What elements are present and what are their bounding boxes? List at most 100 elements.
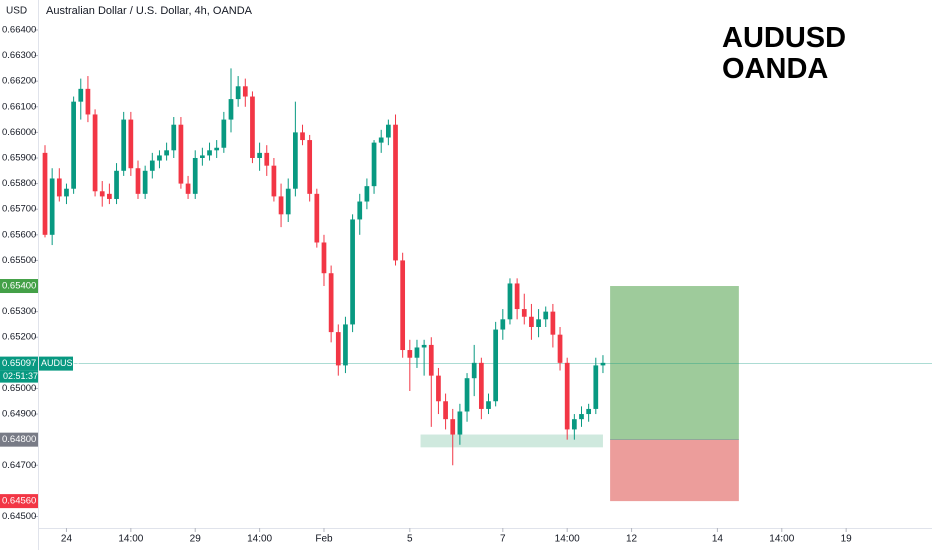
candle-body: [185, 183, 191, 194]
countdown: 02:51:37: [3, 371, 38, 381]
candle-body: [271, 165, 277, 197]
x-tick-label: 7: [500, 534, 506, 545]
candle-body: [149, 160, 155, 171]
candle-body: [457, 411, 463, 435]
candle-body: [121, 119, 127, 171]
candle-body: [235, 86, 241, 100]
candle-body: [378, 137, 384, 143]
x-tick-label: 24: [61, 534, 73, 545]
candle-body: [600, 362, 606, 366]
candle-body: [128, 119, 134, 169]
y-tick-label: 0.66200: [2, 76, 36, 87]
support-zone: [420, 434, 603, 448]
candle-body: [49, 178, 55, 235]
candle-body: [78, 88, 84, 102]
candle-body: [214, 147, 220, 151]
x-tick-label: 14:00: [247, 534, 272, 545]
candle-body: [328, 273, 334, 333]
candle-body: [192, 157, 198, 194]
profit-box: [610, 286, 739, 440]
candle-body: [493, 329, 499, 402]
y-tick-label: 0.65300: [2, 306, 36, 317]
watermark: AUDUSD: [722, 22, 846, 54]
candle-body: [107, 193, 112, 199]
candle-body: [64, 188, 69, 197]
candle-body: [314, 193, 320, 243]
candle-body: [221, 119, 227, 148]
price-tag-label: 0.65400: [2, 281, 36, 292]
y-tick-label: 0.64700: [2, 460, 36, 471]
candle-body: [285, 188, 291, 215]
x-tick-label: 29: [190, 534, 202, 545]
price-tag: [0, 432, 38, 447]
candle-body: [393, 124, 398, 261]
price-tag: [0, 356, 38, 371]
candle-body: [521, 309, 527, 317]
candle-body: [400, 260, 406, 351]
candle-body: [428, 344, 434, 376]
candle-body: [56, 178, 62, 197]
symbol-label: AUDUSD: [41, 358, 80, 368]
x-tick-label: Feb: [315, 534, 333, 545]
x-tick-label: 12: [626, 534, 638, 545]
candle-body: [364, 186, 370, 202]
candle-body: [500, 319, 506, 330]
candle-body: [464, 378, 470, 412]
candle-body: [593, 365, 599, 409]
candle-body: [142, 170, 148, 194]
y-tick-label: 0.65600: [2, 229, 36, 240]
candle-body: [257, 152, 262, 158]
candle-body: [436, 375, 441, 402]
candle-body: [371, 142, 377, 187]
candle-body: [514, 283, 520, 310]
candle-body: [99, 191, 105, 197]
x-tick-label: 5: [407, 534, 413, 545]
price-tag-label: 0.64560: [2, 496, 36, 507]
x-tick-label: 14:00: [118, 534, 143, 545]
candle-body: [586, 408, 592, 415]
y-tick-label: 0.66400: [2, 24, 36, 35]
candle-body: [171, 124, 177, 151]
x-tick-label: 14:00: [769, 534, 794, 545]
candle-body: [486, 401, 491, 409]
candle-body: [300, 132, 305, 141]
candle-body: [414, 347, 420, 358]
candle-body: [357, 201, 363, 220]
candle-body: [350, 219, 355, 325]
candle-body: [407, 350, 413, 358]
x-tick-label: 14: [712, 534, 724, 545]
candle-body: [178, 124, 184, 184]
candle-body: [385, 124, 391, 138]
candle-body: [135, 168, 141, 194]
candle-body: [228, 99, 234, 120]
y-tick-label: 0.65500: [2, 255, 36, 266]
x-tick-label: 14:00: [555, 534, 580, 545]
y-tick-label: 0.65800: [2, 178, 36, 189]
candle-body: [71, 101, 76, 189]
y-tick-label: 0.65900: [2, 153, 36, 164]
y-tick-label: 0.66000: [2, 127, 36, 138]
x-tick-label: 19: [841, 534, 853, 545]
candle-body: [421, 344, 427, 348]
candle-body: [242, 86, 248, 97]
candle-body: [278, 196, 284, 215]
loss-box: [610, 439, 739, 502]
candle-body: [443, 401, 448, 420]
candle-body: [571, 419, 577, 430]
candle-body: [164, 150, 169, 156]
candle-body: [550, 311, 556, 335]
candle-body: [321, 242, 327, 274]
candle-body: [557, 334, 563, 363]
y-tick-label: 0.64900: [2, 409, 36, 420]
y-tick-label: 0.65700: [2, 204, 36, 215]
countdown-tag: [0, 370, 38, 383]
candle-body: [343, 324, 348, 366]
price-tag: [0, 279, 38, 294]
price-tag-label: 0.65097: [2, 358, 36, 369]
y-tick-label: 0.65200: [2, 332, 36, 343]
candle-body: [207, 150, 212, 156]
candle-body: [507, 283, 513, 320]
y-tick-label: 0.65000: [2, 383, 36, 394]
candle-body: [564, 362, 570, 430]
